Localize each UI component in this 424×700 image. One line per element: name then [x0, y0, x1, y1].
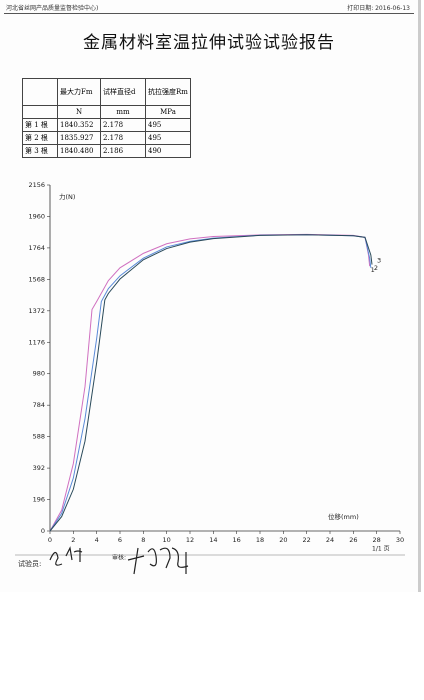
y-tick-label: 1960 — [28, 212, 45, 220]
paper: 河北省丝网产品质量监督检验中心) 打印日期: 2016-06-13 金属材料室温… — [4, 0, 421, 592]
cell — [22, 78, 58, 106]
y-tick-label: 2156 — [28, 181, 45, 189]
y-tick-label: 392 — [33, 464, 45, 472]
cell: 490 — [145, 144, 191, 158]
data-row: 第 2 根 1835.927 2.178 495 — [22, 131, 191, 145]
x-tick-label: 16 — [233, 536, 241, 544]
reviewer-signature — [127, 547, 189, 575]
y-tick-label: 1176 — [28, 338, 45, 346]
x-tick-label: 14 — [209, 536, 217, 544]
header-rule — [4, 13, 414, 14]
chart: 力(N) 位移(mm) 试验员: 审核: 1/1 页 0 196 392 588 784… — [15, 181, 405, 575]
y-tick-label: 0 — [41, 527, 45, 535]
x-tick-label: 12 — [186, 536, 194, 544]
tester-label: 试验员: — [18, 559, 41, 568]
y-tick-label: 1764 — [28, 244, 45, 252]
y-tick-label: 784 — [33, 401, 45, 409]
data-row: 第 3 根 1840.480 2.186 490 — [22, 144, 191, 158]
x-tick-label: 20 — [279, 536, 287, 544]
print-date: 打印日期: 2016-06-13 — [347, 5, 410, 12]
x-tick-label: 22 — [303, 536, 311, 544]
series-label: 3 — [377, 257, 381, 265]
x-tick-label: 24 — [326, 536, 334, 544]
x-tick-label: 30 — [396, 536, 404, 544]
y-tick-label: 980 — [33, 370, 45, 378]
x-axis-label: 位移(mm) — [328, 512, 359, 521]
x-tick-label: 28 — [373, 536, 381, 544]
tester-signature — [49, 546, 83, 566]
x-tick-label: 8 — [141, 536, 145, 544]
y-tick-label: 1372 — [28, 307, 45, 315]
column-header: 抗拉强度Rm — [145, 78, 191, 106]
x-tick-label: 10 — [163, 536, 171, 544]
column-header: 最大力Fm — [57, 78, 101, 106]
reviewer-label: 审核: — [112, 554, 126, 562]
page-number: 1/1 页 — [372, 546, 390, 553]
series-label: 2 — [374, 264, 378, 272]
series-line — [49, 234, 373, 532]
series-label: 1 — [371, 266, 375, 274]
organization: 河北省丝网产品质量监督检验中心) — [6, 5, 99, 12]
x-tick-label: 18 — [256, 536, 264, 544]
y-axis-label: 力(N) — [59, 192, 75, 201]
y-tick-label: 1568 — [28, 275, 45, 283]
x-tick-label: 26 — [349, 536, 357, 544]
y-tick-label: 196 — [33, 496, 45, 504]
series-line — [49, 234, 372, 532]
y-tick-label: 588 — [33, 433, 45, 441]
cell: 2.186 — [100, 144, 146, 158]
x-tick-label: 0 — [48, 536, 52, 544]
x-tick-label: 2 — [71, 536, 75, 544]
series-line — [49, 233, 371, 532]
x-tick-label: 4 — [95, 536, 99, 544]
report-title: 金属材料室温拉伸试验试验报告 — [83, 33, 335, 53]
x-tick-label: 6 — [118, 536, 122, 544]
